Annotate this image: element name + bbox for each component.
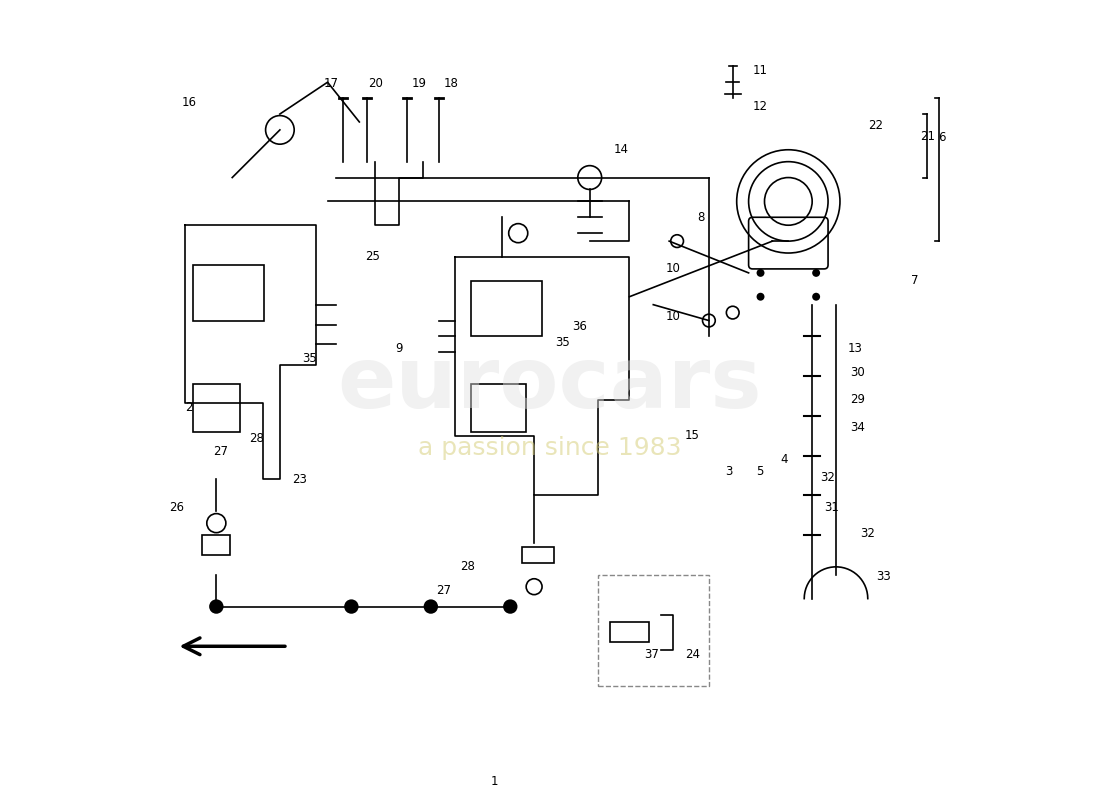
Text: 15: 15 [685,430,700,442]
Text: 6: 6 [937,131,945,144]
Text: 16: 16 [182,95,197,109]
Bar [597,574,708,686]
Text: 7: 7 [912,274,918,287]
Text: 13: 13 [848,342,862,355]
Text: 29: 29 [850,394,866,406]
Text: 34: 34 [850,422,866,434]
Text: 9: 9 [395,342,403,355]
Text: 26: 26 [169,501,185,514]
Text: 20: 20 [367,78,383,90]
Text: 21: 21 [921,130,935,142]
Bar [471,281,542,337]
Text: 8: 8 [697,210,704,224]
Circle shape [812,293,821,301]
Text: 1: 1 [491,775,498,788]
Bar [192,384,240,432]
Text: 31: 31 [824,501,839,514]
Text: 35: 35 [302,352,317,365]
Text: a passion since 1983: a passion since 1983 [418,436,682,460]
Text: 28: 28 [460,560,474,574]
Text: 19: 19 [411,78,427,90]
Circle shape [812,269,821,277]
Circle shape [757,269,764,277]
Text: 27: 27 [213,445,229,458]
Text: 18: 18 [443,78,458,90]
Text: 36: 36 [572,321,587,334]
Bar [609,622,649,642]
Text: eurocars: eurocars [338,342,762,426]
Circle shape [425,600,437,613]
Text: 10: 10 [666,262,680,275]
Text: 27: 27 [436,584,451,597]
Bar [192,265,264,321]
Bar [471,384,526,432]
Text: 2: 2 [185,402,192,414]
Text: 10: 10 [666,310,680,323]
Bar [202,535,230,555]
Circle shape [757,293,764,301]
Text: 35: 35 [556,336,570,350]
Circle shape [345,600,358,613]
Text: 14: 14 [614,143,628,156]
Text: 30: 30 [850,366,865,378]
Text: 17: 17 [324,78,339,90]
Text: 11: 11 [752,64,768,77]
Text: 12: 12 [752,99,768,113]
Text: 33: 33 [876,570,891,583]
Text: 25: 25 [365,250,380,263]
Text: 5: 5 [757,465,763,478]
Text: 23: 23 [292,473,307,486]
Text: 28: 28 [249,432,264,445]
Circle shape [504,600,517,613]
Text: 4: 4 [780,453,788,466]
Bar [522,547,554,563]
Text: 32: 32 [860,527,875,540]
Text: 32: 32 [821,471,835,484]
Text: 24: 24 [685,648,700,661]
Circle shape [210,600,222,613]
Text: 22: 22 [868,119,883,133]
Text: 37: 37 [644,648,659,661]
Text: 3: 3 [725,465,733,478]
